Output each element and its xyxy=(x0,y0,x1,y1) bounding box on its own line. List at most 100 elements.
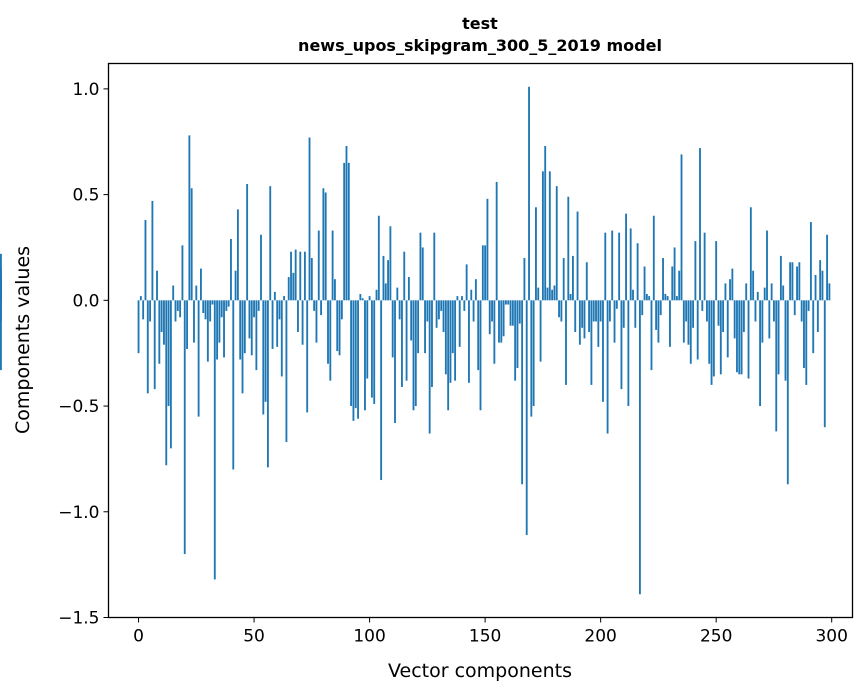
bar xyxy=(803,300,805,368)
bar xyxy=(153,300,156,390)
bar xyxy=(507,300,510,305)
bar xyxy=(290,251,292,301)
bar xyxy=(278,300,281,320)
bar xyxy=(424,300,426,354)
bar xyxy=(581,300,584,328)
bar xyxy=(417,300,420,354)
bar xyxy=(782,285,785,301)
bar xyxy=(597,300,600,347)
bar xyxy=(807,300,810,311)
x-tick-label: 300 xyxy=(815,627,847,647)
bar xyxy=(193,300,195,343)
bar xyxy=(280,300,283,377)
bar xyxy=(398,300,401,320)
bar xyxy=(779,255,782,301)
bar xyxy=(551,289,554,301)
bar xyxy=(299,251,302,301)
bar xyxy=(770,283,773,301)
bar xyxy=(710,300,713,385)
bar xyxy=(595,300,597,322)
bar xyxy=(324,192,327,301)
bar xyxy=(622,300,625,328)
bar xyxy=(172,285,175,301)
bar xyxy=(754,300,757,322)
bar xyxy=(562,258,565,301)
bar xyxy=(786,300,789,485)
bar xyxy=(511,300,514,326)
y-tick-label: 1.0 xyxy=(72,80,99,100)
bar xyxy=(144,219,147,301)
bar xyxy=(297,300,299,333)
plot-frame xyxy=(107,62,854,619)
bar xyxy=(186,300,188,349)
bar xyxy=(366,300,369,379)
bar xyxy=(696,300,699,360)
bar xyxy=(426,300,429,322)
bar xyxy=(301,300,304,345)
bar xyxy=(539,300,542,362)
bar xyxy=(354,300,357,409)
bar xyxy=(523,258,526,301)
bar xyxy=(662,258,664,301)
bar xyxy=(463,300,466,311)
bar xyxy=(509,300,512,326)
bar xyxy=(652,215,655,301)
bar xyxy=(262,300,265,415)
bar xyxy=(671,266,674,301)
bar xyxy=(636,243,639,301)
bar xyxy=(745,283,748,301)
bar xyxy=(361,298,364,301)
bar xyxy=(137,300,140,354)
bar xyxy=(784,300,787,381)
bar xyxy=(749,207,752,301)
bar xyxy=(629,228,632,301)
bar xyxy=(812,300,815,354)
bar xyxy=(657,300,660,343)
bar xyxy=(537,287,540,301)
bar xyxy=(486,198,489,301)
bar xyxy=(692,300,694,328)
bar xyxy=(666,296,669,301)
bar xyxy=(687,300,690,345)
bar xyxy=(736,300,738,373)
bar xyxy=(260,234,262,301)
bar xyxy=(701,300,704,311)
bar xyxy=(604,232,607,301)
bar xyxy=(283,296,286,301)
x-tick-label: 50 xyxy=(243,627,265,647)
bar xyxy=(712,300,715,377)
bar xyxy=(706,300,708,322)
bar xyxy=(433,232,436,301)
bar xyxy=(373,300,376,404)
bar xyxy=(583,300,586,339)
bar xyxy=(357,300,359,419)
bar xyxy=(768,300,771,339)
bar xyxy=(682,300,685,343)
bar xyxy=(218,300,221,343)
bar xyxy=(146,300,149,394)
bar xyxy=(375,289,378,301)
bar xyxy=(641,300,644,316)
bar xyxy=(220,300,223,318)
bar xyxy=(673,247,676,301)
bar xyxy=(334,279,336,301)
bar xyxy=(248,300,251,339)
bar xyxy=(225,300,228,311)
bar xyxy=(167,300,170,407)
x-tick-label: 150 xyxy=(469,627,501,647)
bar xyxy=(484,245,487,301)
bar xyxy=(269,186,272,301)
bar xyxy=(535,207,537,301)
bar xyxy=(618,232,621,301)
bar xyxy=(236,209,239,301)
bar xyxy=(442,300,445,333)
bar xyxy=(500,300,503,343)
bar xyxy=(223,300,225,358)
bar xyxy=(777,300,780,375)
bar xyxy=(195,285,198,301)
bar xyxy=(544,145,547,301)
bar xyxy=(643,266,646,301)
bar xyxy=(241,300,244,394)
bar xyxy=(613,300,616,343)
bar xyxy=(599,300,602,322)
